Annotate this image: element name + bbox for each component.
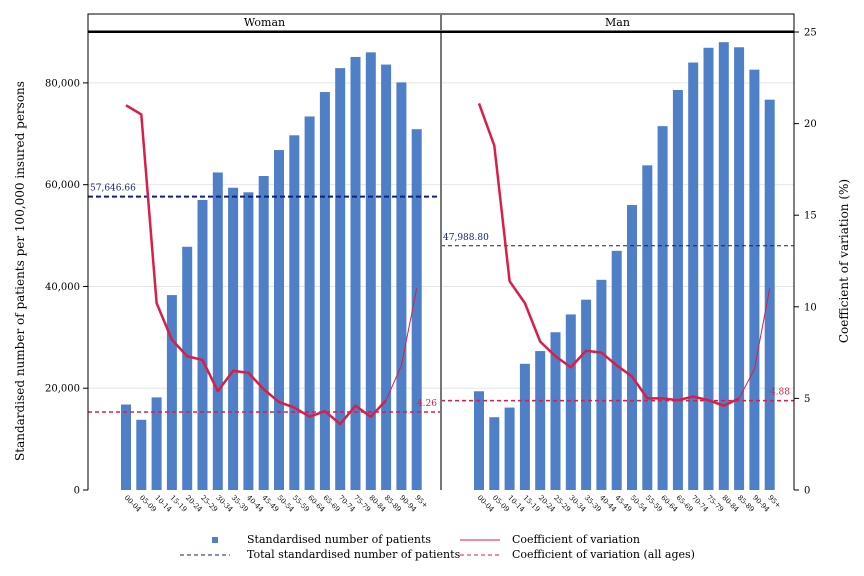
total-reference-label: 47,988.80 bbox=[443, 233, 489, 243]
cv-all-ages-label: 4.26 bbox=[417, 399, 437, 409]
bar bbox=[565, 314, 576, 490]
bar bbox=[182, 246, 193, 490]
bar bbox=[258, 176, 269, 490]
y-left-tick-label: 60,000 bbox=[45, 180, 80, 191]
bar bbox=[703, 47, 714, 491]
legend-label: Standardised number of patients bbox=[247, 533, 431, 546]
y-right-tick-label: 20 bbox=[804, 119, 817, 130]
bar bbox=[611, 250, 622, 490]
bar bbox=[672, 90, 683, 490]
bar bbox=[734, 47, 745, 491]
bar bbox=[749, 69, 760, 490]
bar bbox=[718, 42, 729, 491]
y-left-tick-label: 20,000 bbox=[45, 384, 80, 395]
legend-label: Total standardised number of patients bbox=[247, 548, 461, 561]
legend-label: Coefficient of variation bbox=[512, 533, 640, 546]
bar bbox=[642, 165, 653, 490]
bar bbox=[197, 199, 208, 490]
bar bbox=[166, 295, 177, 490]
bar bbox=[489, 417, 500, 490]
bar bbox=[764, 99, 775, 490]
bar bbox=[289, 135, 300, 490]
bar bbox=[228, 187, 239, 490]
bar bbox=[396, 82, 407, 490]
bar bbox=[335, 68, 346, 491]
bar bbox=[365, 52, 376, 490]
y-left-tick-label: 80,000 bbox=[45, 78, 80, 89]
y-left-axis-title: Standardised number of patients per 100,… bbox=[13, 81, 27, 461]
legend-bar-swatch bbox=[212, 537, 218, 543]
y-right-tick-label: 25 bbox=[804, 28, 817, 39]
bar bbox=[596, 279, 607, 490]
total-reference-label: 57,646.66 bbox=[90, 184, 136, 194]
bar bbox=[581, 299, 592, 490]
bar bbox=[550, 332, 561, 490]
panel-title: Woman bbox=[244, 16, 285, 29]
bar bbox=[381, 64, 392, 491]
cv-line bbox=[477, 103, 740, 407]
y-right-tick-label: 5 bbox=[804, 394, 810, 405]
y-right-tick-label: 15 bbox=[804, 211, 817, 222]
panel-title: Man bbox=[605, 16, 630, 29]
bar bbox=[627, 205, 637, 490]
bar bbox=[151, 397, 162, 490]
y-right-tick-label: 10 bbox=[804, 302, 817, 313]
cv-line bbox=[125, 104, 388, 426]
bar bbox=[535, 351, 546, 490]
bar bbox=[688, 62, 699, 491]
bar bbox=[519, 363, 530, 490]
y-right-axis-title: Coefficient of variation (%) bbox=[837, 179, 851, 343]
bar bbox=[319, 92, 330, 490]
bar bbox=[136, 419, 147, 490]
legend-label: Coefficient of variation (all ages) bbox=[512, 548, 695, 561]
bar bbox=[212, 172, 223, 490]
bar bbox=[121, 404, 131, 490]
y-right-tick-label: 0 bbox=[804, 486, 810, 497]
cv-all-ages-label: 4.88 bbox=[770, 388, 790, 398]
y-left-tick-label: 40,000 bbox=[45, 282, 80, 293]
bar bbox=[474, 391, 484, 490]
bar bbox=[657, 126, 668, 491]
bar bbox=[304, 116, 315, 490]
bar bbox=[350, 56, 361, 491]
bar bbox=[504, 407, 515, 490]
bar bbox=[274, 150, 284, 490]
bar bbox=[411, 129, 422, 490]
bar bbox=[243, 192, 254, 491]
y-left-tick-label: 0 bbox=[74, 486, 80, 497]
